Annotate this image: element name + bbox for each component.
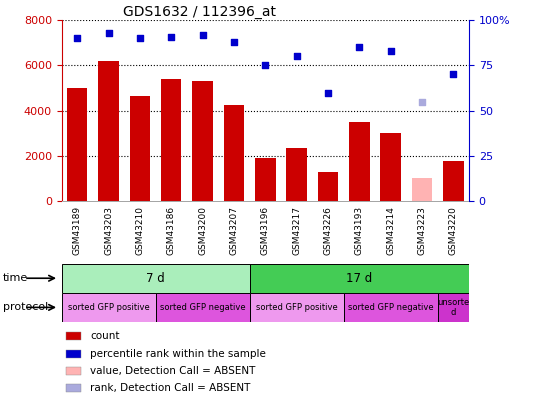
Bar <box>255 158 276 201</box>
Text: GSM43223: GSM43223 <box>418 206 427 255</box>
Bar <box>161 79 182 201</box>
Text: GSM43217: GSM43217 <box>292 206 301 255</box>
Bar <box>250 264 469 293</box>
Text: time: time <box>3 273 28 283</box>
Bar <box>66 332 81 340</box>
Point <box>136 35 144 42</box>
Bar <box>250 293 344 322</box>
Bar <box>66 367 81 375</box>
Point <box>105 30 113 36</box>
Bar <box>192 81 213 201</box>
Text: GSM43226: GSM43226 <box>324 206 332 255</box>
Point <box>261 62 270 69</box>
Text: 17 d: 17 d <box>346 272 373 285</box>
Text: GSM43200: GSM43200 <box>198 206 207 255</box>
Bar <box>443 161 464 201</box>
Text: GSM43189: GSM43189 <box>73 206 82 255</box>
Text: GSM43203: GSM43203 <box>104 206 113 255</box>
Bar <box>286 148 307 201</box>
Text: unsorte
d: unsorte d <box>437 298 470 317</box>
Bar <box>318 172 338 201</box>
Text: 7 d: 7 d <box>146 272 165 285</box>
Bar <box>349 122 369 201</box>
Point <box>324 89 332 96</box>
Text: sorted GFP positive: sorted GFP positive <box>256 303 338 312</box>
Text: GSM43214: GSM43214 <box>386 206 395 255</box>
Bar <box>155 293 250 322</box>
Text: percentile rank within the sample: percentile rank within the sample <box>90 349 266 358</box>
Text: GDS1632 / 112396_at: GDS1632 / 112396_at <box>123 5 276 19</box>
Bar <box>99 61 119 201</box>
Bar <box>412 178 432 201</box>
Bar <box>344 293 438 322</box>
Bar <box>381 133 401 201</box>
Point <box>167 33 176 40</box>
Point <box>198 32 207 38</box>
Text: value, Detection Call = ABSENT: value, Detection Call = ABSENT <box>90 366 256 376</box>
Text: GSM43193: GSM43193 <box>355 206 364 255</box>
Text: sorted GFP negative: sorted GFP negative <box>348 303 434 312</box>
Text: sorted GFP negative: sorted GFP negative <box>160 303 245 312</box>
Bar <box>67 88 87 201</box>
Bar <box>62 293 155 322</box>
Bar <box>438 293 469 322</box>
Text: GSM43196: GSM43196 <box>261 206 270 255</box>
Text: GSM43207: GSM43207 <box>229 206 239 255</box>
Text: count: count <box>90 331 120 341</box>
Point <box>449 71 458 78</box>
Point <box>386 48 395 54</box>
Text: GSM43210: GSM43210 <box>136 206 145 255</box>
Bar <box>66 384 81 392</box>
Text: sorted GFP positive: sorted GFP positive <box>68 303 150 312</box>
Point <box>355 44 363 51</box>
Point <box>418 98 426 105</box>
Bar <box>130 96 150 201</box>
Text: GSM43186: GSM43186 <box>167 206 176 255</box>
Bar <box>224 105 244 201</box>
Bar <box>66 350 81 358</box>
Point <box>230 39 239 45</box>
Bar <box>62 264 250 293</box>
Text: rank, Detection Call = ABSENT: rank, Detection Call = ABSENT <box>90 383 250 393</box>
Text: GSM43220: GSM43220 <box>449 206 458 255</box>
Text: protocol: protocol <box>3 303 48 312</box>
Point <box>292 53 301 60</box>
Point <box>73 35 81 42</box>
